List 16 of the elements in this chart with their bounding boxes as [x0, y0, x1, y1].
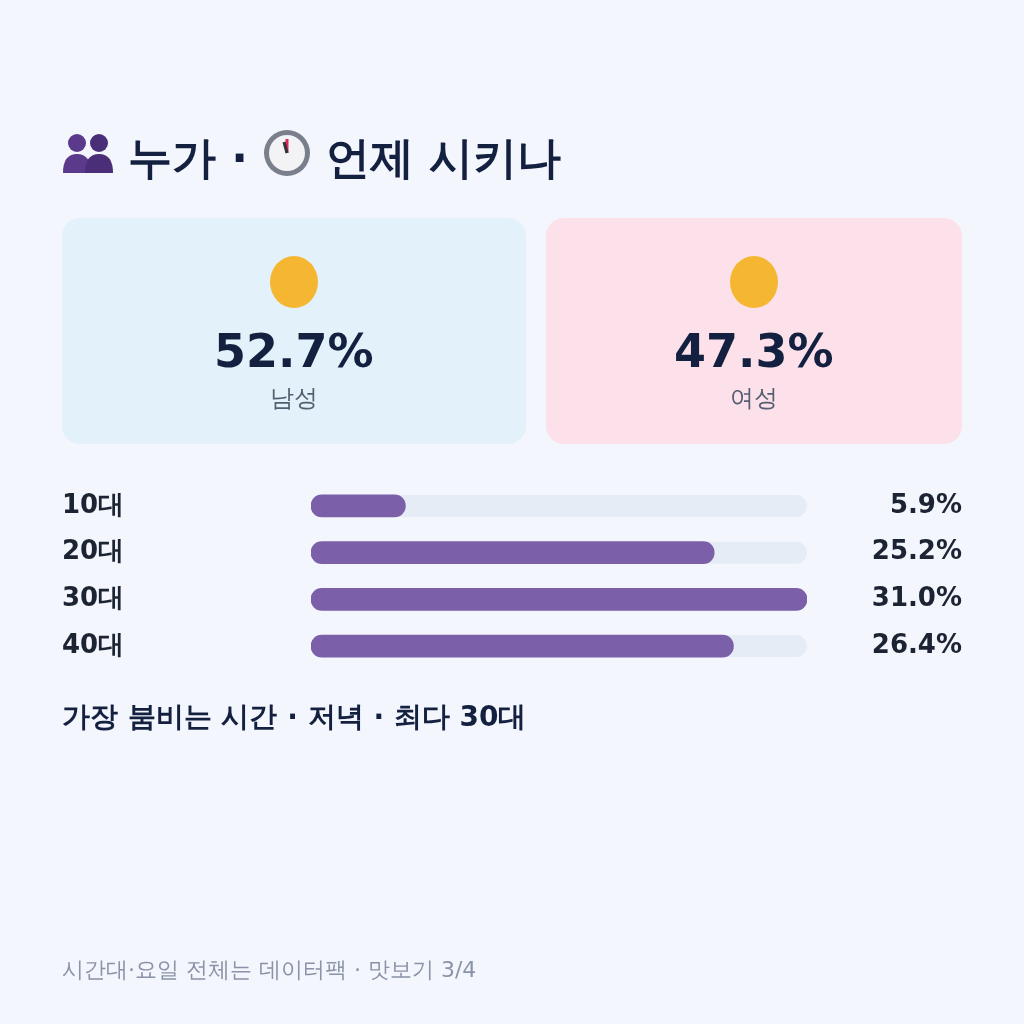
y-tick-label: 20대	[62, 535, 125, 566]
category-label: 남성	[269, 383, 318, 414]
text: 가장 붐비는 시간 · 저녁 · 최다 30대	[62, 699, 527, 735]
data-label: 5.9%	[889, 488, 962, 519]
category-label: 여성	[729, 383, 778, 414]
y-tick-label: 40대	[62, 628, 125, 659]
data-label: 31.0%	[871, 582, 962, 613]
data-label: 26.4%	[871, 628, 962, 659]
y-tick-label: 10대	[62, 488, 125, 519]
data-label: 52.7%	[214, 324, 374, 378]
text: 시간대·요일 전체는 데이터팩 · 맛보기 3/4	[62, 956, 477, 984]
data-label: 25.2%	[871, 535, 962, 566]
chart-title: 누가 · 언제 시키나	[128, 131, 562, 183]
y-tick-label: 30대	[62, 582, 125, 613]
data-label: 47.3%	[674, 324, 834, 378]
bar	[311, 494, 406, 518]
